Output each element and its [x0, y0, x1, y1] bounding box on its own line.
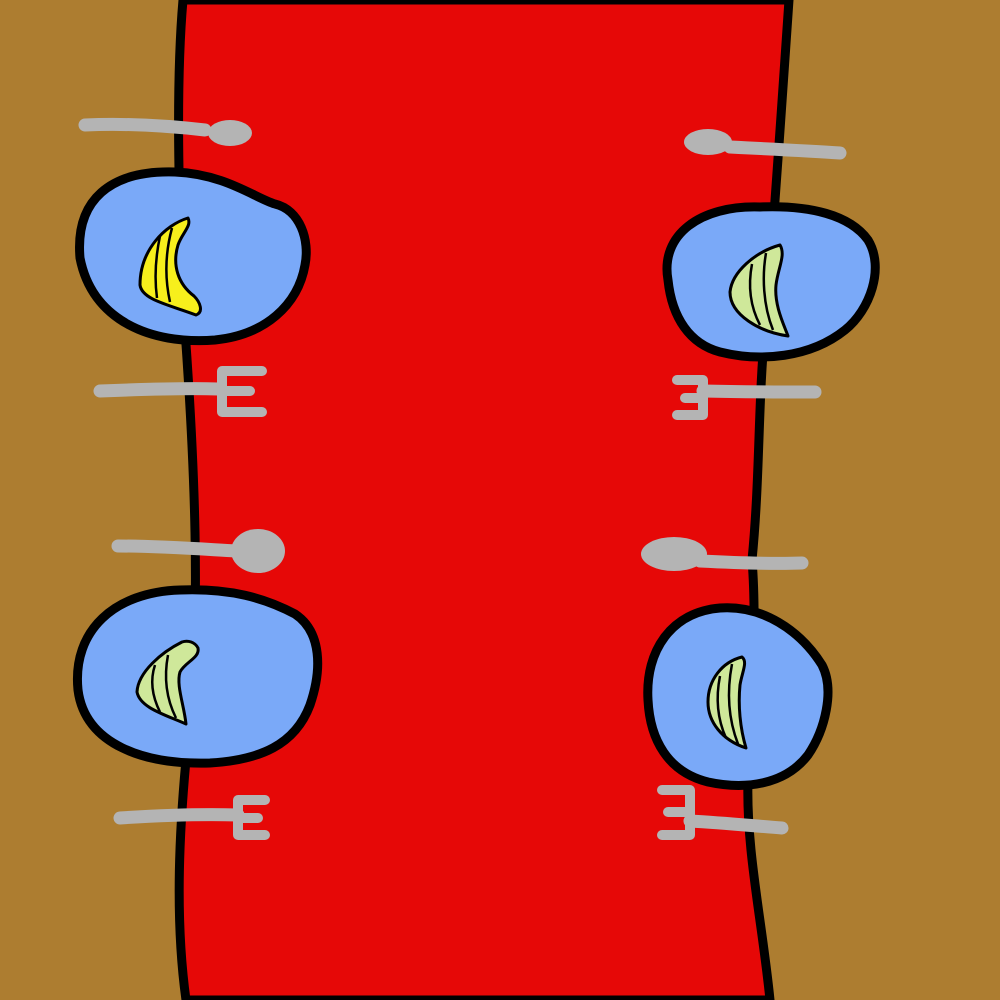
spoon — [78, 117, 252, 146]
spoon — [111, 529, 285, 573]
food-green-slice — [135, 639, 200, 726]
fork — [113, 795, 270, 840]
food-green-slice — [706, 655, 748, 750]
place-setting-top-right — [662, 129, 880, 420]
place-setting-bottom-right — [641, 537, 833, 840]
food-yellow-slice — [138, 216, 202, 317]
food-green-slice — [728, 243, 790, 338]
place-setting-bottom-left — [72, 529, 323, 840]
spoon — [641, 537, 809, 571]
place-setting-top-left — [75, 117, 311, 417]
fork — [657, 785, 789, 840]
fork — [93, 366, 267, 417]
plate — [72, 585, 323, 768]
plate — [75, 167, 311, 346]
spoon — [684, 129, 847, 160]
fork — [672, 375, 822, 420]
